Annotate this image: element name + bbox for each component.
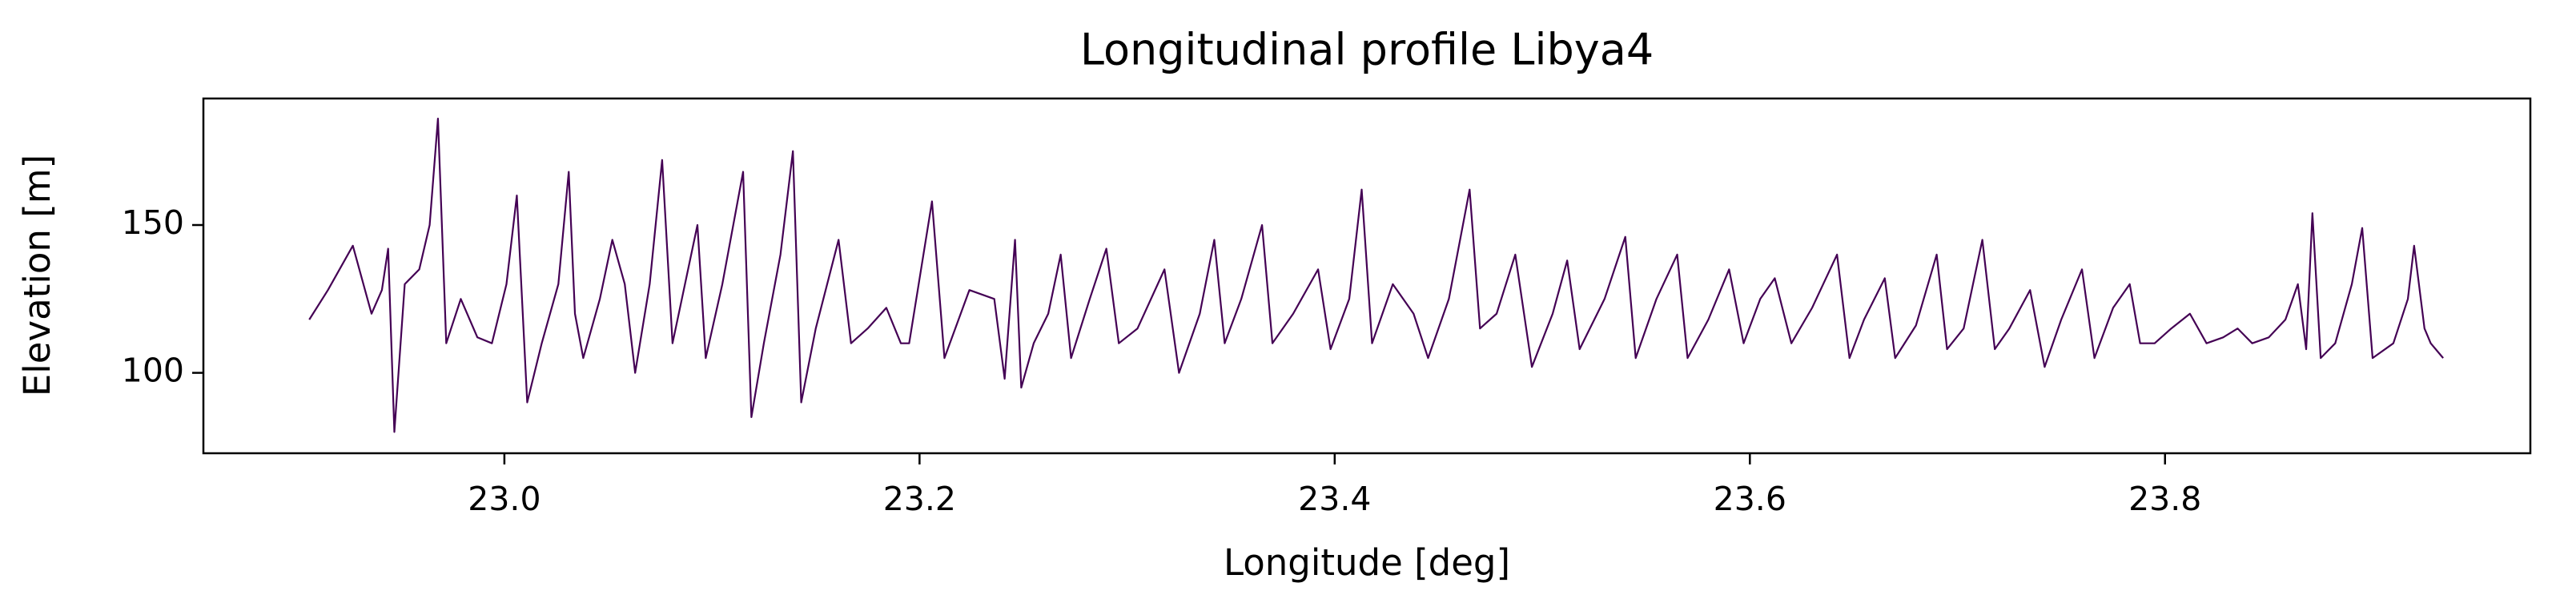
- x-tick-label: 23.0: [468, 480, 541, 518]
- y-axis-label: Elevation [m]: [16, 155, 58, 396]
- y-tick-label: 150: [122, 203, 184, 242]
- x-tick-label: 23.2: [883, 480, 956, 518]
- x-tick-label: 23.4: [1298, 480, 1371, 518]
- x-axis-label: Longitude [deg]: [1224, 541, 1510, 584]
- line-series: [308, 118, 2444, 433]
- plot-frame: [202, 97, 2532, 455]
- x-tick-label: 23.6: [1714, 480, 1786, 518]
- x-tick-label: 23.8: [2128, 480, 2201, 518]
- y-tick-label: 100: [122, 352, 184, 390]
- chart-title: Longitudinal profile Libya4: [1080, 25, 1654, 75]
